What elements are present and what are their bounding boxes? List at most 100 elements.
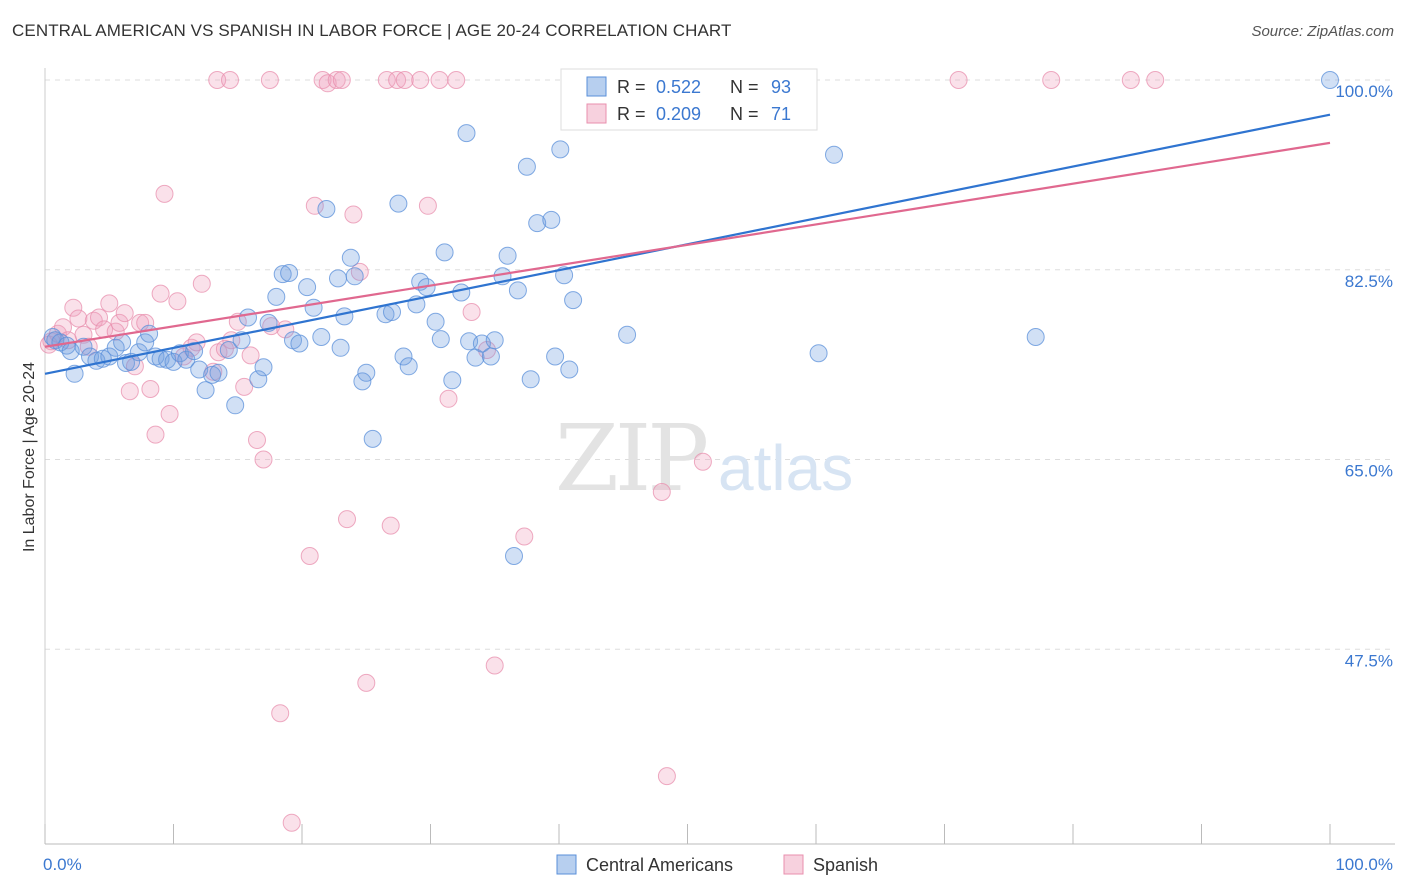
watermark-atlas: atlas: [718, 432, 853, 504]
data-point: [485, 656, 504, 675]
data-point: [273, 265, 292, 284]
data-point: [357, 673, 376, 692]
data-point: [254, 450, 273, 469]
data-point: [825, 145, 843, 164]
data-point: [508, 281, 527, 300]
series-legend-swatch: [556, 854, 577, 875]
data-point: [110, 313, 129, 332]
watermark: ZIP atlas: [555, 405, 853, 512]
data-point: [505, 547, 523, 565]
data-point: [1146, 71, 1165, 89]
data-point: [219, 341, 238, 359]
data-point: [338, 510, 356, 529]
data-point: [395, 71, 414, 89]
data-point: [221, 71, 239, 89]
data-point: [517, 157, 536, 176]
data-point: [280, 264, 299, 282]
data-point: [394, 347, 413, 366]
data-point: [248, 431, 266, 449]
data-point: [447, 71, 466, 89]
data-point: [515, 527, 534, 546]
data-point: [381, 516, 400, 535]
data-point: [304, 298, 323, 317]
legend-n-value: 71: [771, 104, 791, 124]
y-tick-label: 65.0%: [1345, 462, 1393, 481]
data-point: [192, 274, 211, 293]
data-point: [431, 330, 450, 349]
watermark-zip: ZIP: [555, 405, 706, 512]
legend-n-value: 93: [771, 77, 791, 97]
y-tick-label: 82.5%: [1345, 272, 1393, 291]
stats-legend: R = 0.522 N = 93 R = 0.209 N = 71: [560, 68, 818, 131]
y-tick-label: 100.0%: [1335, 82, 1393, 101]
legend-r-label: R =: [617, 77, 646, 97]
y-axis-label-group: In Labor Force | Age 20-24: [21, 362, 38, 552]
data-point: [949, 71, 968, 89]
data-point: [528, 214, 547, 233]
data-point: [267, 287, 286, 306]
data-point: [1321, 71, 1339, 89]
data-point: [357, 363, 376, 382]
data-point: [335, 307, 354, 326]
data-point: [1042, 71, 1061, 89]
data-point: [657, 767, 676, 786]
chart-title: CENTRAL AMERICAN VS SPANISH IN LABOR FOR…: [12, 21, 732, 40]
data-point: [411, 71, 430, 89]
data-point: [377, 71, 396, 89]
data-point: [226, 396, 245, 415]
data-point: [1121, 71, 1140, 89]
data-point: [462, 303, 481, 321]
data-point: [809, 344, 828, 363]
data-point: [341, 248, 360, 267]
data-point: [196, 381, 215, 400]
data-point: [290, 334, 309, 353]
trend-lines: [44, 113, 1331, 375]
data-point: [141, 380, 160, 398]
data-point: [399, 357, 418, 376]
data-point: [208, 71, 227, 89]
data-point: [313, 71, 332, 89]
data-point: [344, 205, 363, 224]
y-tick-labels: 100.0% 82.5% 65.0% 47.5%: [1335, 82, 1393, 670]
data-point: [151, 284, 170, 303]
data-point: [327, 71, 346, 89]
data-point: [546, 347, 565, 366]
data-point: [331, 338, 350, 357]
data-point: [430, 71, 449, 89]
data-point: [452, 283, 471, 302]
data-point: [100, 294, 119, 313]
data-point: [457, 124, 476, 143]
data-point: [353, 372, 372, 391]
legend-r-value: 0.209: [656, 104, 701, 124]
data-point: [305, 196, 324, 215]
data-point: [260, 71, 279, 89]
series-legend-label: Spanish: [813, 855, 878, 875]
data-point: [551, 140, 570, 159]
legend-swatch: [586, 76, 607, 97]
x-tick-label: 0.0%: [43, 855, 82, 874]
legend-r-label: R =: [617, 104, 646, 124]
data-point: [389, 194, 408, 213]
data-point: [443, 371, 462, 390]
data-point: [282, 813, 301, 832]
data-point: [254, 358, 273, 377]
data-point: [300, 547, 319, 565]
data-point: [481, 347, 500, 366]
data-point: [271, 704, 290, 723]
data-point: [168, 292, 187, 311]
legend-n-label: N =: [730, 77, 759, 97]
data-point: [155, 184, 174, 203]
data-point: [388, 71, 407, 89]
data-point: [115, 304, 134, 323]
data-point: [618, 325, 637, 344]
data-point: [345, 267, 364, 286]
data-point: [69, 309, 88, 328]
data-point: [332, 71, 351, 89]
data-point: [560, 360, 579, 379]
data-point: [439, 389, 458, 408]
data-point: [203, 365, 222, 384]
data-point: [79, 337, 98, 356]
data-point: [317, 200, 336, 218]
x-tick-label: 100.0%: [1335, 855, 1393, 874]
